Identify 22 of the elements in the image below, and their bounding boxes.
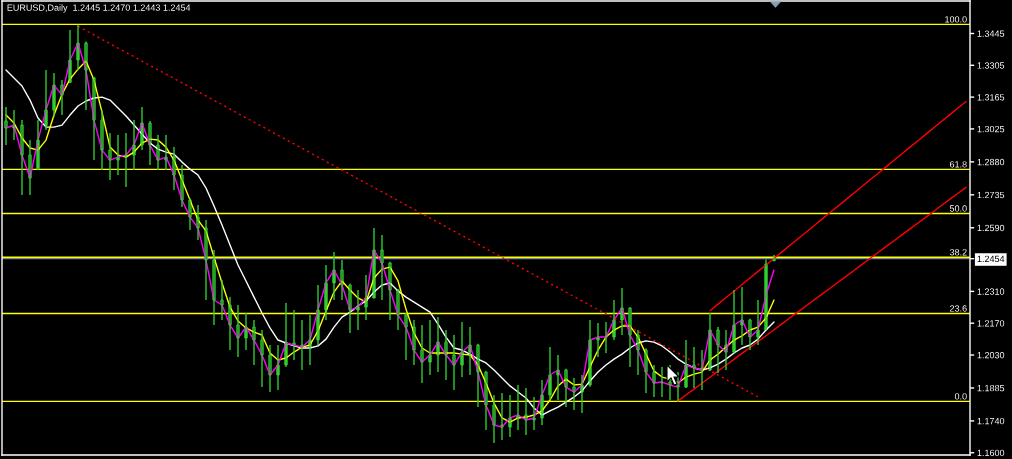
line-series: [709, 100, 967, 312]
y-tick-label: 1.2880: [977, 158, 1005, 166]
annotation: 100.0: [945, 16, 967, 23]
annotation: 0.0: [954, 393, 967, 400]
y-tick-label: 1.3025: [977, 125, 1005, 133]
annotation: 38.2: [949, 249, 967, 256]
y-tick-label: 1.2170: [977, 320, 1005, 327]
y-tick-label: 1.1885: [977, 384, 1005, 392]
y-tick-label: 1.3445: [977, 30, 1005, 37]
y-tick-label: 1.1600: [977, 449, 1005, 457]
annotation: 23.6: [949, 305, 967, 312]
annotation: 50.0: [949, 205, 967, 212]
y-tick-label: 1.2030: [977, 351, 1005, 359]
y-tick-label: 1.3165: [977, 94, 1005, 101]
y-tick-label: 1.2590: [977, 224, 1005, 232]
chart-title: EURUSD,Daily 1.2445 1.2470 1.2443 1.2454: [7, 4, 191, 13]
y-tick-label: 1.1740: [977, 417, 1005, 425]
annotation: 61.8: [949, 161, 967, 168]
y-tick-label: 1.2310: [977, 288, 1005, 295]
y-tick-label: 1.2735: [977, 191, 1005, 199]
y-tick-label: 1.3305: [977, 62, 1005, 69]
y-tick-label: 1.2454: [977, 255, 1005, 263]
